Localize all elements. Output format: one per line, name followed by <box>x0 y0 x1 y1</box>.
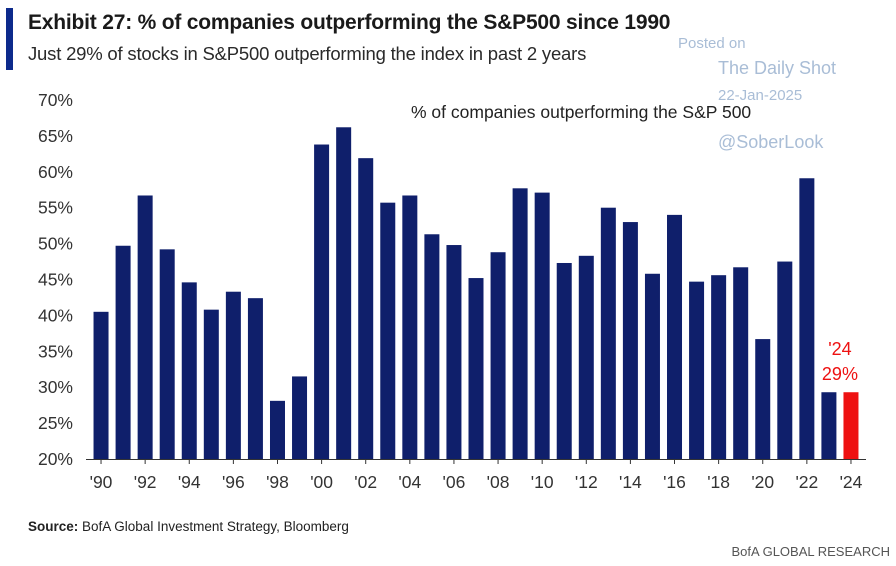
source-note: Source: BofA Global Investment Strategy,… <box>28 519 349 534</box>
y-tick-label: 50% <box>38 234 73 254</box>
bar <box>821 392 837 459</box>
x-tick-label: '96 <box>222 472 245 492</box>
bar <box>578 255 594 459</box>
bar <box>622 222 638 459</box>
x-tick-label: '16 <box>663 472 686 492</box>
watermark-posted: Posted on <box>678 35 746 52</box>
chart-title: Exhibit 27: % of companies outperforming… <box>28 11 671 34</box>
bar <box>269 400 285 459</box>
series-label: % of companies outperforming the S&P 500 <box>411 102 751 122</box>
bar <box>777 261 793 459</box>
y-tick-label: 70% <box>38 90 73 110</box>
bar <box>755 339 771 459</box>
x-tick-label: '90 <box>90 472 113 492</box>
bar <box>314 144 330 459</box>
bar <box>358 158 374 459</box>
bar <box>644 273 660 459</box>
watermark-date: 22-Jan-2025 <box>718 87 803 104</box>
bar <box>181 282 197 459</box>
bar <box>490 252 506 459</box>
x-tick-label: '00 <box>310 472 333 492</box>
x-tick-label: '12 <box>575 472 598 492</box>
x-tick-label: '92 <box>134 472 157 492</box>
bar <box>667 214 683 459</box>
bar <box>468 278 484 459</box>
x-tick-label: '04 <box>398 472 421 492</box>
x-tick-label: '10 <box>531 472 554 492</box>
x-tick-label: '20 <box>751 472 774 492</box>
title-accent-bar <box>6 8 13 70</box>
watermark-outlet: The Daily Shot <box>718 58 837 78</box>
y-tick-label: 65% <box>38 126 73 146</box>
bar <box>402 195 418 460</box>
bar <box>512 188 528 459</box>
x-tick-label: '08 <box>487 472 510 492</box>
x-tick-label: '02 <box>354 472 377 492</box>
bar <box>799 178 815 459</box>
x-tick-label: '24 <box>840 472 863 492</box>
watermark-handle: @SoberLook <box>718 132 824 152</box>
y-tick-label: 30% <box>38 377 73 397</box>
annotation-year: '24 <box>828 339 851 359</box>
bar <box>711 275 727 459</box>
bar <box>292 376 308 459</box>
bar <box>203 309 219 459</box>
bar <box>247 298 263 459</box>
bar <box>159 249 175 459</box>
x-tick-label: '06 <box>443 472 466 492</box>
source-label: Source: <box>28 519 79 534</box>
bar <box>115 245 131 459</box>
y-tick-label: 45% <box>38 270 73 290</box>
bar <box>600 207 616 459</box>
y-tick-label: 40% <box>38 305 73 325</box>
x-tick-label: '98 <box>266 472 289 492</box>
bar <box>424 234 440 459</box>
y-tick-label: 25% <box>38 413 73 433</box>
y-tick-label: 35% <box>38 341 73 361</box>
bar-highlight <box>843 392 859 459</box>
x-tick-label: '14 <box>619 472 642 492</box>
bar <box>380 202 396 460</box>
bar <box>336 127 352 459</box>
bar <box>534 192 550 459</box>
y-tick-label: 55% <box>38 198 73 218</box>
x-tick-label: '94 <box>178 472 201 492</box>
bar <box>137 195 153 460</box>
bar <box>733 267 749 459</box>
bar <box>225 291 241 459</box>
source-text: BofA Global Investment Strategy, Bloombe… <box>78 519 349 534</box>
y-tick-label: 60% <box>38 162 73 182</box>
bar <box>93 311 109 459</box>
bar <box>689 281 705 459</box>
x-tick-label: '22 <box>795 472 818 492</box>
bar <box>556 262 572 459</box>
footer-brand: BofA GLOBAL RESEARCH <box>731 544 890 559</box>
chart-subtitle: Just 29% of stocks in S&P500 outperformi… <box>28 43 587 64</box>
bar <box>446 245 462 459</box>
annotation-value: 29% <box>822 364 858 384</box>
x-tick-label: '18 <box>707 472 730 492</box>
y-tick-label: 20% <box>38 449 73 469</box>
